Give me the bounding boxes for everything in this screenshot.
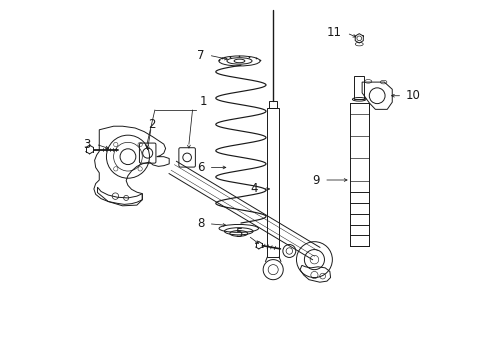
Text: 3: 3 (83, 138, 91, 150)
Text: 5: 5 (235, 226, 242, 239)
Text: 2: 2 (148, 118, 156, 131)
Text: 11: 11 (326, 26, 341, 39)
Text: 8: 8 (197, 217, 204, 230)
Text: 6: 6 (197, 161, 204, 174)
Text: 4: 4 (250, 183, 258, 195)
Text: 1: 1 (199, 95, 207, 108)
Text: 7: 7 (197, 49, 204, 62)
Text: 10: 10 (405, 89, 420, 102)
Text: 9: 9 (312, 174, 319, 186)
